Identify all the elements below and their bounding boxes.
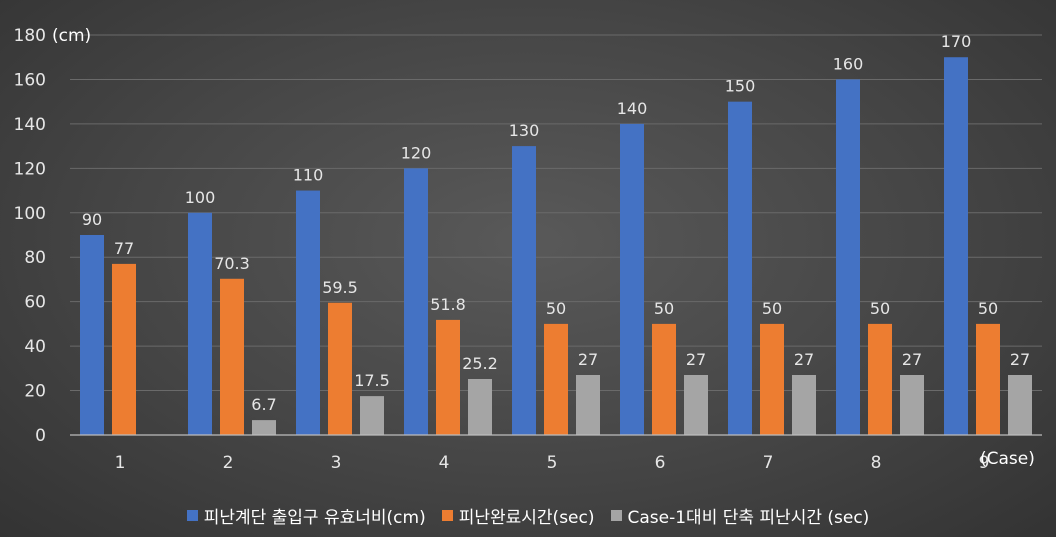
legend-label: 피난계단 출입구 유효너비(cm) — [203, 507, 426, 528]
data-label: 130 — [509, 121, 540, 140]
y-tick-label: 60 — [24, 293, 46, 313]
data-label: 6.7 — [251, 395, 276, 414]
data-label: 140 — [617, 99, 648, 118]
legend-label: 피난완료시간(sec) — [458, 507, 595, 528]
legend: 피난계단 출입구 유효너비(cm) 피난완료시간(sec) Case-1대비 단… — [0, 500, 1056, 530]
legend-item: 피난계단 출입구 유효너비(cm) — [186, 503, 426, 528]
data-label: 50 — [870, 299, 890, 318]
bar — [620, 123, 644, 435]
data-label: 27 — [902, 350, 922, 369]
x-tick-label: 1 — [115, 453, 126, 473]
data-labels: 90 77 100 70.3 6.7 110 59.5 17.5 120 51.8 25.2 130 5… — [82, 32, 1030, 414]
bar — [360, 396, 384, 435]
data-label: 77 — [114, 239, 134, 258]
x-tick-label: 7 — [763, 453, 774, 473]
x-tick-label: 6 — [655, 453, 666, 473]
bar — [1008, 375, 1032, 435]
bar — [976, 323, 1000, 435]
x-tick-label: 4 — [439, 453, 450, 473]
data-label: 120 — [401, 143, 432, 162]
y-tick-label: 80 — [24, 248, 46, 268]
data-label: 27 — [1010, 350, 1030, 369]
data-label: 27 — [794, 350, 814, 369]
data-label: 25.2 — [462, 354, 498, 373]
y-tick-label: 40 — [24, 337, 46, 357]
legend-swatch — [186, 509, 198, 521]
bar — [684, 375, 708, 435]
data-label: 90 — [82, 210, 102, 229]
bar-chart: 907710070.36.711059.517.512051.825.21305… — [14, 26, 1042, 473]
bar — [836, 79, 860, 435]
legend-label: Case-1대비 단축 피난시간 (sec) — [627, 507, 870, 528]
bar — [436, 319, 460, 435]
y-axis-unit: (cm) — [52, 26, 91, 46]
bar — [544, 323, 568, 435]
data-label: 51.8 — [430, 295, 466, 314]
y-tick-label: 180 — [14, 26, 46, 46]
data-label: 59.5 — [322, 278, 358, 297]
data-label: 170 — [941, 32, 972, 51]
bar — [112, 263, 136, 435]
x-tick-label: 3 — [331, 453, 342, 473]
bar — [900, 375, 924, 435]
legend-swatch — [610, 509, 622, 521]
bar — [576, 375, 600, 435]
data-label: 27 — [686, 350, 706, 369]
data-label: 110 — [293, 166, 324, 185]
data-label: 150 — [725, 77, 756, 96]
bar — [944, 57, 968, 435]
y-tick-label: 140 — [14, 115, 46, 135]
data-label: 70.3 — [214, 254, 250, 273]
bar — [296, 190, 320, 435]
y-tick-label: 0 — [35, 426, 46, 446]
bar — [328, 302, 352, 435]
data-label: 100 — [185, 188, 216, 207]
legend-swatch — [441, 509, 453, 521]
x-tick-label: 8 — [871, 453, 882, 473]
data-label: 160 — [833, 54, 864, 73]
tick-labels: 0 20 40 60 80 100 120 140 160 180 1 2 3 4 5 6 7 8 9 — [14, 26, 990, 473]
y-tick-label: 160 — [14, 70, 46, 90]
data-label: 50 — [978, 299, 998, 318]
x-axis-unit: (Case) — [980, 449, 1035, 469]
legend-item: Case-1대비 단축 피난시간 (sec) — [610, 503, 870, 528]
bar — [80, 235, 104, 435]
y-tick-label: 20 — [24, 382, 46, 402]
bar — [404, 168, 428, 436]
x-tick-label: 2 — [223, 453, 234, 473]
bar — [868, 323, 892, 435]
bar — [728, 101, 752, 436]
data-label: 50 — [654, 299, 674, 318]
bar — [252, 420, 276, 435]
x-tick-label: 9 — [979, 453, 990, 473]
data-label: 27 — [578, 350, 598, 369]
bar — [188, 212, 212, 435]
bar — [220, 278, 244, 435]
bar — [468, 379, 492, 435]
bar — [512, 146, 536, 435]
bars — [80, 57, 1032, 436]
bar — [792, 375, 816, 435]
bar — [652, 323, 676, 435]
bar — [760, 323, 784, 435]
data-label: 17.5 — [354, 371, 390, 390]
y-tick-label: 100 — [14, 204, 46, 224]
y-tick-label: 120 — [14, 159, 46, 179]
x-tick-label: 5 — [547, 453, 558, 473]
data-label: 50 — [546, 299, 566, 318]
legend-item: 피난완료시간(sec) — [441, 503, 595, 528]
data-label: 50 — [762, 299, 782, 318]
